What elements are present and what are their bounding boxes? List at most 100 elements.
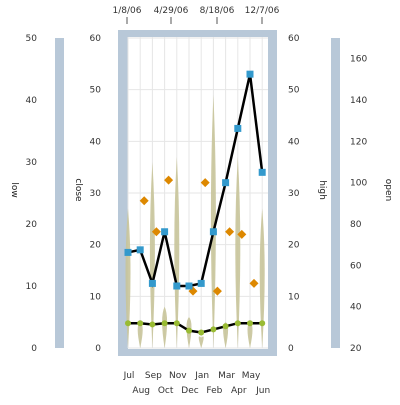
tick-label-close: 10 (90, 292, 102, 302)
low-series-point (137, 320, 144, 327)
axis-band-low (55, 38, 64, 348)
low-series-point (198, 329, 205, 336)
x-tick-label: Dec (181, 386, 198, 396)
axis-title-low: low (9, 182, 19, 197)
x-tick-label: Jul (123, 371, 135, 381)
close-series-point (136, 246, 144, 254)
high-area-spike (162, 306, 168, 348)
open-series-point (212, 286, 222, 296)
x-tick-label: Jan (194, 371, 209, 381)
plot-frame-right (268, 30, 277, 356)
tick-label-high: 0 (288, 344, 294, 354)
low-series-point (210, 326, 217, 333)
close-series-point (173, 282, 181, 290)
tick-label-open: 40 (350, 303, 362, 313)
tick-label-high: 20 (288, 241, 300, 251)
top-tick-label: 4/29/06 (154, 6, 189, 16)
tick-label-low: 40 (26, 96, 38, 106)
high-area-spike (149, 162, 155, 348)
tick-label-close: 40 (90, 137, 102, 147)
plot-frame-bottom (118, 349, 277, 356)
open-series-point (225, 227, 235, 237)
open-series-point (139, 196, 149, 206)
x-tick-label: Feb (206, 386, 222, 396)
tick-label-high: 50 (288, 86, 300, 96)
open-series-point (237, 229, 247, 239)
tick-label-high: 30 (288, 189, 300, 199)
tick-label-open: 140 (350, 96, 367, 106)
tick-label-open: 60 (350, 261, 362, 271)
tick-label-open: 80 (350, 220, 362, 230)
tick-label-open: 160 (350, 55, 367, 65)
tick-label-low: 50 (26, 34, 38, 44)
high-area-spike (247, 322, 253, 348)
x-tick-label: Oct (158, 386, 174, 396)
tick-label-high: 10 (288, 292, 300, 302)
low-series-point (125, 320, 131, 327)
plot-frame-top (118, 30, 277, 37)
close-series-point (258, 168, 266, 176)
x-tick-label: Nov (169, 371, 187, 381)
low-series-point (247, 320, 253, 327)
low-series-point (186, 327, 192, 334)
close-series-point (234, 124, 242, 132)
close-series-point (161, 228, 169, 236)
x-tick-label: Sep (145, 371, 162, 381)
high-area-spike (198, 336, 204, 348)
low-series-point (161, 320, 168, 327)
low-series-point (149, 321, 156, 328)
close-series-point (185, 282, 193, 290)
open-series-point (151, 227, 161, 237)
high-area-spike (210, 94, 216, 348)
tick-label-open: 120 (350, 137, 367, 147)
tick-label-open: 20 (350, 344, 362, 354)
close-series-point (124, 248, 132, 256)
top-tick-label: 8/18/06 (200, 6, 235, 16)
low-series-line (128, 321, 263, 334)
low-series-point (173, 320, 180, 327)
close-series-point (197, 279, 205, 287)
tick-label-low: 10 (26, 282, 38, 292)
low-series-point (259, 320, 266, 327)
tick-label-high: 40 (288, 137, 300, 147)
tick-label-close: 50 (90, 86, 102, 96)
open-series-point (200, 178, 210, 188)
x-tick-label: May (242, 371, 261, 381)
x-tick-label: Apr (231, 386, 247, 396)
close-series-point (222, 179, 230, 187)
tick-label-low: 20 (26, 220, 38, 230)
low-series-point (222, 323, 229, 330)
high-area-spike (137, 322, 143, 348)
x-tick-label: Jun (255, 386, 270, 396)
tick-label-low: 0 (31, 344, 37, 354)
low-series-point (234, 320, 241, 327)
tick-label-close: 0 (95, 344, 101, 354)
tick-label-low: 30 (26, 158, 38, 168)
open-series-point (249, 278, 259, 288)
axis-title-open: open (383, 179, 393, 201)
tick-label-high: 60 (288, 34, 300, 44)
axis-title-close: close (73, 178, 83, 202)
high-area-spike (125, 208, 131, 348)
close-series-line (127, 73, 264, 288)
open-series-point (164, 175, 174, 185)
axis-band-open (331, 38, 340, 348)
high-area-spike (174, 156, 180, 348)
top-tick-label: 1/8/06 (113, 6, 142, 16)
axis-title-high: high (317, 180, 327, 200)
tick-label-close: 20 (90, 241, 102, 251)
high-area-spike (235, 156, 241, 348)
x-tick-label: Mar (218, 371, 235, 381)
tick-label-close: 60 (90, 34, 102, 44)
close-series-point (148, 279, 156, 287)
close-series-point (209, 228, 217, 236)
top-tick-label: 12/7/06 (245, 6, 280, 16)
tick-label-open: 100 (350, 179, 367, 189)
close-series-point (246, 70, 254, 78)
high-area-spike (259, 208, 265, 348)
tick-label-close: 30 (90, 189, 102, 199)
plot-frame-left (118, 30, 128, 356)
x-tick-label: Aug (132, 386, 150, 396)
